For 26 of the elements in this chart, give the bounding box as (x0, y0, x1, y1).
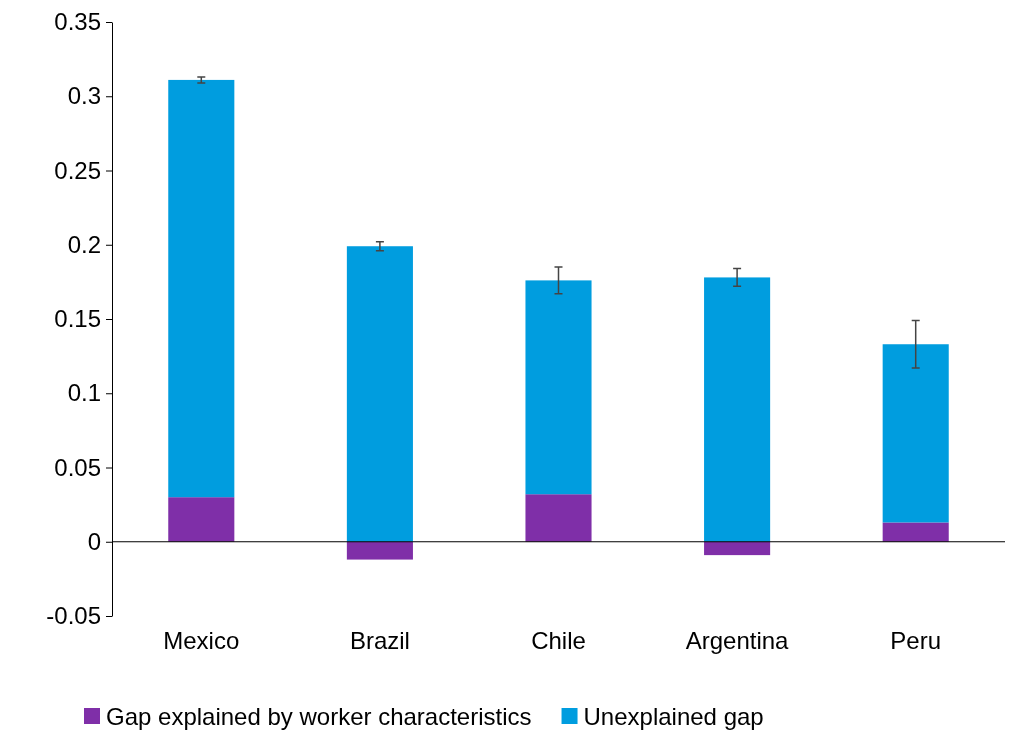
y-tick-label: 0.2 (67, 230, 101, 258)
x-tick-label: Chile (531, 627, 586, 654)
y-tick-label: 0.1 (67, 379, 101, 407)
legend-label: Gap explained by worker characteristics (106, 703, 532, 730)
y-tick-label: 0.25 (54, 156, 101, 184)
bar (704, 541, 771, 556)
x-tick-label: Mexico (163, 627, 240, 654)
bar (168, 497, 235, 542)
bar (882, 344, 949, 523)
y-tick-label: 0.15 (54, 305, 101, 333)
bar (346, 246, 413, 542)
bar (525, 494, 592, 542)
bar (168, 79, 235, 498)
y-tick-label: 0.05 (54, 453, 101, 481)
legend-label: Unexplained gap (583, 703, 764, 730)
bar (525, 280, 592, 495)
bar (882, 522, 949, 542)
y-tick-label: 0.3 (67, 82, 101, 110)
x-tick-label: Peru (890, 627, 942, 654)
bar (704, 277, 771, 542)
y-tick-label: -0.05 (46, 602, 101, 630)
y-tick-label: 0 (87, 527, 101, 555)
bar (346, 541, 413, 560)
y-tick-label: 0.35 (54, 8, 101, 36)
x-tick-label: Brazil (349, 627, 410, 654)
x-tick-label: Argentina (685, 627, 790, 654)
